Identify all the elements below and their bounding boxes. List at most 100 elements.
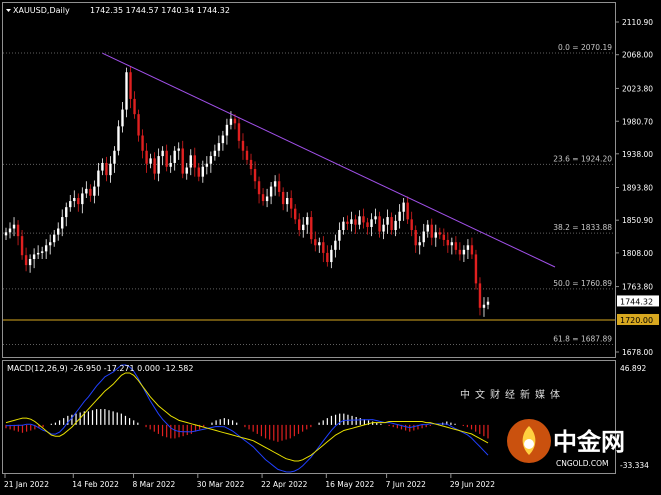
candle-body: [402, 202, 405, 212]
candle-body: [137, 114, 140, 136]
candle-body: [426, 224, 429, 232]
candle-body: [73, 198, 76, 202]
candle-body: [269, 186, 273, 197]
candle-body: [205, 163, 209, 167]
y-tick-label-9: 1678.00: [622, 348, 653, 357]
candle-body: [93, 186, 96, 196]
cngold-tagline: 中文财经新媒体: [460, 388, 565, 401]
candle-body: [386, 217, 389, 225]
candle-body: [450, 242, 454, 246]
candle-body: [57, 228, 60, 235]
y-tick-label-8: 1763.80: [622, 283, 653, 292]
cngold-logo: 中金网 CNGOLD.COM: [507, 419, 625, 468]
candle-body: [306, 217, 309, 225]
candle-body: [334, 240, 337, 250]
candle-body: [462, 249, 466, 255]
candle-body: [97, 170, 100, 187]
candle-body: [285, 198, 289, 205]
svg-text:1720.00: 1720.00: [620, 316, 653, 325]
y-tick-label-2: 2023.80: [622, 84, 653, 93]
candle-body: [398, 211, 401, 221]
fib-label-1: 23.6 = 1924.20: [553, 154, 612, 163]
candle-body: [65, 207, 68, 218]
candle-body: [197, 167, 200, 177]
macd-label: MACD(12,26,9) -26.950 -17.271 0.000 -12.…: [7, 364, 193, 373]
candle-body: [350, 219, 353, 224]
candle-body: [302, 224, 305, 231]
candle-body: [390, 217, 393, 231]
x-tick-label-4: 22 Apr 2022: [261, 480, 308, 489]
candle-body: [217, 143, 221, 151]
candle-body: [105, 162, 108, 176]
x-tick-label-2: 8 Mar 2022: [133, 480, 176, 489]
candle-body: [265, 196, 269, 202]
candle-body: [109, 163, 112, 176]
candle-body: [289, 198, 293, 209]
price-axis[interactable]: 2110.90 2068.00 2023.80 1980.70 1938.00 1893.…: [615, 18, 653, 470]
candle-body: [225, 124, 229, 136]
fib-label-3: 50.0 = 1760.89: [553, 279, 612, 288]
collapse-arrow-icon[interactable]: [6, 9, 11, 12]
candle-body: [165, 150, 168, 167]
candle-body: [209, 156, 213, 164]
candle-body: [394, 220, 397, 231]
main-panel-frame: [2, 2, 616, 358]
candle-body: [161, 150, 164, 157]
y-tick-label-0: 2110.90: [622, 18, 653, 27]
ohlc-values: 1742.35 1744.57 1740.34 1744.32: [90, 6, 230, 15]
candle-body: [16, 224, 20, 237]
candle-body: [277, 181, 281, 192]
y-tick-label-6: 1850.90: [622, 216, 653, 225]
candle-body: [414, 230, 417, 246]
candle-body: [173, 150, 176, 163]
candle-body: [189, 155, 192, 168]
candle-body: [245, 150, 249, 160]
macd-tick-label-0: 46.892: [620, 364, 646, 373]
candle-body: [48, 242, 52, 246]
candle-body: [346, 221, 349, 224]
y-tick-label-5: 1893.80: [622, 183, 653, 192]
candle-body: [253, 169, 257, 182]
current-price-tag: 1744.32: [617, 295, 659, 307]
candle-body: [69, 201, 72, 208]
candle-body: [422, 231, 425, 243]
candle-body: [354, 219, 357, 225]
symbol-label: XAUUSD,Daily: [13, 6, 70, 15]
candle-body: [338, 230, 341, 241]
candle-body: [366, 222, 369, 227]
candle-body: [474, 254, 478, 284]
candle-body: [129, 72, 132, 99]
fib-label-0: 0.0 = 2070.19: [558, 43, 612, 52]
candle-body: [374, 216, 377, 220]
candle-body: [117, 126, 120, 151]
candle-body: [249, 159, 253, 170]
candle-body: [237, 123, 241, 141]
candle-body: [213, 150, 217, 157]
candle-body: [430, 224, 433, 238]
candle-body: [241, 140, 245, 151]
candle-body: [418, 242, 421, 246]
candle-body: [470, 245, 474, 255]
candle-body: [77, 198, 80, 205]
candle-body: [298, 219, 301, 231]
candle-body: [442, 234, 446, 240]
candle-body: [458, 249, 462, 255]
candle-body: [221, 135, 225, 144]
candle-body: [330, 249, 333, 263]
candle-body: [177, 148, 180, 151]
candle-body: [446, 239, 450, 246]
y-tick-label-3: 1980.70: [622, 117, 653, 126]
candle-body: [318, 242, 321, 246]
candle-body: [201, 166, 205, 177]
candle-body: [28, 258, 32, 266]
candle-body: [314, 239, 317, 246]
candle-body: [454, 242, 458, 250]
candle-body: [121, 109, 124, 127]
candle-body: [36, 252, 40, 255]
candle-body: [438, 232, 441, 235]
time-axis[interactable]: 21 Jan 2022 14 Feb 2022 8 Mar 2022 30 Mar 2…: [4, 474, 495, 489]
candle-body: [153, 158, 156, 174]
candle-body: [8, 228, 12, 233]
trendline[interactable]: [102, 52, 556, 268]
